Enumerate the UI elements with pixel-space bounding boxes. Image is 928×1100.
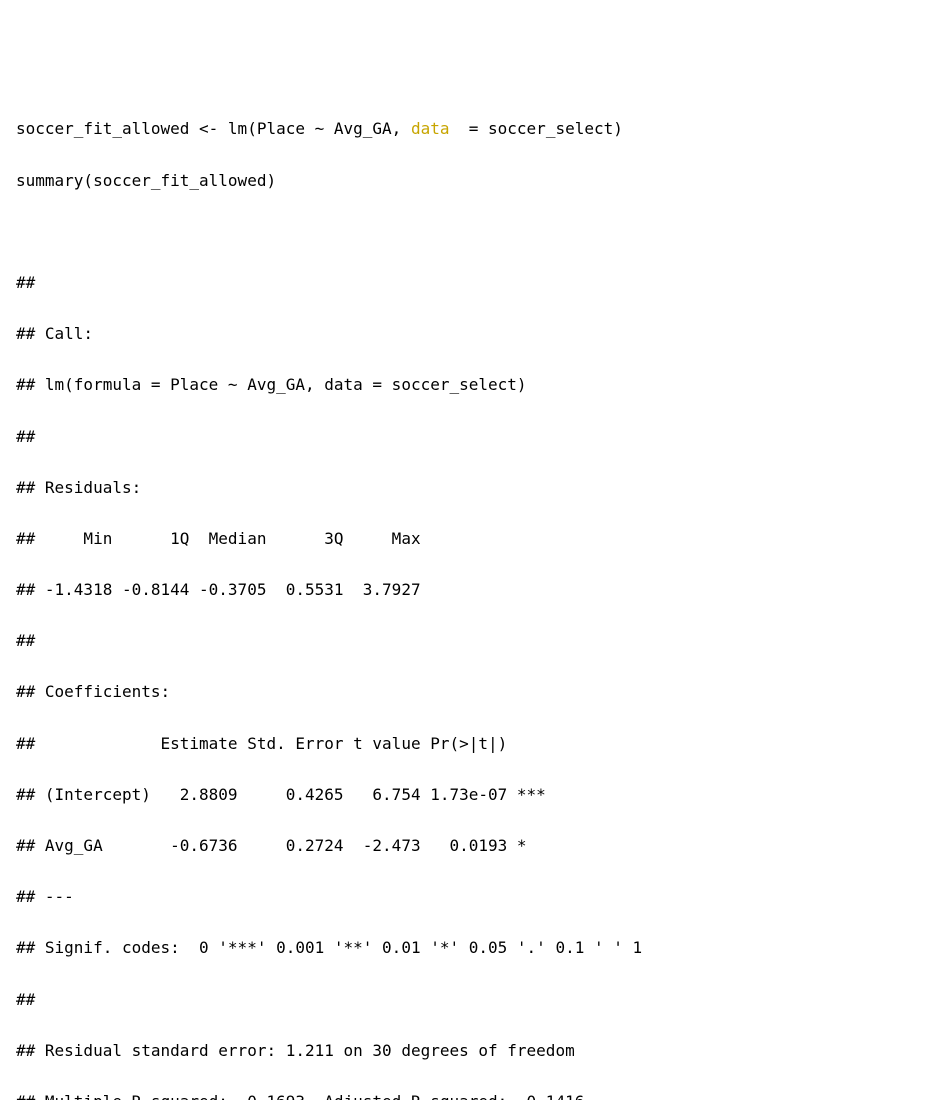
r-output-line: ## lm(formula = Place ~ Avg_GA, data = s… — [16, 372, 912, 398]
data-keyword: data — [411, 119, 450, 138]
r-output-line: ## Call: — [16, 321, 912, 347]
r-output-line: ## Residual standard error: 1.211 on 30 … — [16, 1038, 912, 1064]
src1-pre: soccer_fit_allowed <- lm(Place ~ Avg_GA, — [16, 119, 411, 138]
r-source-line-2: summary(soccer_fit_allowed) — [16, 168, 912, 194]
r-output-line: ## --- — [16, 884, 912, 910]
r-output-line: ## — [16, 424, 912, 450]
r-output-line: ## — [16, 987, 912, 1013]
src1-post: = soccer_select) — [449, 119, 622, 138]
r-output-line: ## Min 1Q Median 3Q Max — [16, 526, 912, 552]
r-source-line-1: soccer_fit_allowed <- lm(Place ~ Avg_GA,… — [16, 116, 912, 142]
blank-line — [16, 219, 912, 245]
r-output-line: ## — [16, 270, 912, 296]
r-output-line: ## Coefficients: — [16, 679, 912, 705]
r-output-line: ## Estimate Std. Error t value Pr(>|t|) — [16, 731, 912, 757]
r-output-line: ## — [16, 628, 912, 654]
r-output-line: ## Signif. codes: 0 '***' 0.001 '**' 0.0… — [16, 935, 912, 961]
r-output-line: ## Residuals: — [16, 475, 912, 501]
r-output-line: ## Avg_GA -0.6736 0.2724 -2.473 0.0193 * — [16, 833, 912, 859]
r-output-line: ## (Intercept) 2.8809 0.4265 6.754 1.73e… — [16, 782, 912, 808]
r-output-line: ## Multiple R-squared: 0.1693, Adjusted … — [16, 1089, 912, 1100]
r-output-line: ## -1.4318 -0.8144 -0.3705 0.5531 3.7927 — [16, 577, 912, 603]
